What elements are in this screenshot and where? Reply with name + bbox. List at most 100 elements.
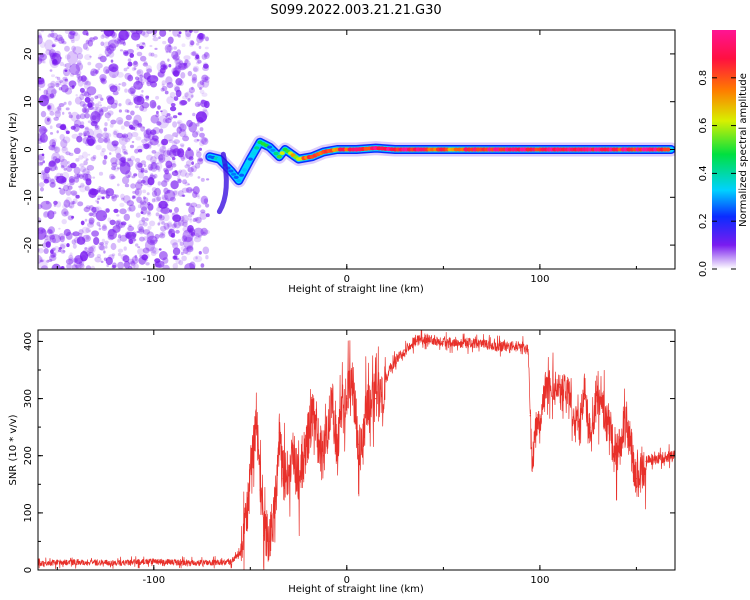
noise-blob <box>162 63 169 70</box>
noise-blob <box>145 95 150 99</box>
noise-blob <box>149 99 157 109</box>
noise-blob <box>125 233 131 239</box>
noise-blob <box>111 166 117 171</box>
noise-blob <box>64 88 73 95</box>
noise-blob <box>114 83 118 88</box>
noise-blob <box>87 61 92 66</box>
noise-blob <box>84 54 92 61</box>
noise-blob <box>184 133 188 138</box>
colorbar-tick-label: 0.0 <box>698 261 709 277</box>
noise-blob <box>122 41 126 46</box>
noise-blob <box>74 96 82 105</box>
noise-blob <box>159 30 167 37</box>
noise-blob <box>150 81 158 88</box>
noise-blob <box>120 221 127 226</box>
noise-blob <box>114 194 119 198</box>
noise-blob <box>113 208 119 213</box>
noise-blob <box>110 242 117 251</box>
noise-blob <box>47 102 55 113</box>
noise-blob <box>89 97 95 102</box>
noise-blob <box>144 168 148 172</box>
noise-blob <box>51 144 58 152</box>
noise-blob <box>176 33 181 37</box>
noise-blob <box>179 154 187 160</box>
noise-blob <box>38 161 43 167</box>
snr-point <box>396 358 398 360</box>
noise-blob <box>135 30 143 35</box>
noise-blob <box>141 217 146 223</box>
noise-blob <box>130 91 135 96</box>
y-tick-label: 10 <box>23 95 34 108</box>
noise-blob <box>198 251 202 255</box>
noise-blob <box>131 30 142 38</box>
snr-point <box>269 540 271 543</box>
noise-blob <box>107 217 111 223</box>
noise-blob <box>199 211 207 220</box>
noise-blob <box>46 104 52 111</box>
noise-blob <box>81 226 90 234</box>
noise-blob <box>114 158 123 166</box>
noise-blob <box>73 166 81 175</box>
noise-blob <box>103 137 111 144</box>
noise-blob <box>200 136 207 145</box>
noise-blob <box>205 255 209 260</box>
ridge-cell <box>267 145 273 149</box>
snr-point <box>583 398 585 400</box>
noise-blob <box>140 201 148 211</box>
noise-blob <box>188 87 195 94</box>
noise-blob <box>142 247 150 254</box>
noise-blob <box>173 46 178 50</box>
noise-blob <box>43 211 49 218</box>
noise-blob <box>173 222 178 228</box>
snr-point <box>245 518 248 520</box>
noise-blob <box>72 231 80 237</box>
noise-blob <box>48 177 56 188</box>
noise-blob <box>160 60 166 68</box>
noise-blob <box>86 171 91 176</box>
noise-blob <box>143 72 151 80</box>
noise-blob <box>103 215 106 218</box>
noise-blob <box>161 80 166 86</box>
noise-blob <box>53 200 58 205</box>
noise-blob <box>131 66 136 72</box>
noise-blob <box>107 39 119 49</box>
noise-blob <box>135 196 141 202</box>
noise-blob <box>93 127 103 139</box>
noise-blob <box>38 88 41 91</box>
noise-blob <box>92 211 97 218</box>
noise-blob <box>176 126 182 134</box>
noise-blob <box>112 265 117 268</box>
noise-blob <box>172 30 180 37</box>
noise-blob <box>187 213 193 218</box>
noise-blob <box>117 261 125 269</box>
noise-blob <box>65 130 70 135</box>
noise-blob <box>182 95 188 100</box>
noise-blob <box>52 52 58 57</box>
noise-blob <box>177 121 181 124</box>
noise-blob <box>151 161 157 170</box>
snr-point <box>303 455 305 457</box>
noise-blob <box>152 37 159 42</box>
noise-blob <box>59 242 67 248</box>
noise-blob <box>173 96 179 101</box>
noise-blob <box>183 236 194 249</box>
noise-blob <box>177 123 185 130</box>
noise-blob <box>136 196 143 204</box>
noise-blob <box>188 217 192 221</box>
noise-blob <box>133 173 138 177</box>
noise-blob <box>171 212 175 216</box>
noise-blob <box>89 212 93 217</box>
noise-blob <box>65 189 72 196</box>
noise-blob <box>172 132 179 138</box>
noise-blob <box>42 61 46 64</box>
noise-blob <box>102 223 107 230</box>
noise-blob <box>68 114 73 119</box>
noise-blob <box>42 172 50 182</box>
noise-blob <box>103 155 108 160</box>
noise-blob <box>152 32 157 38</box>
noise-blob <box>157 181 162 186</box>
noise-blob <box>146 192 150 196</box>
noise-blob <box>132 190 136 194</box>
noise-blob <box>90 265 95 269</box>
